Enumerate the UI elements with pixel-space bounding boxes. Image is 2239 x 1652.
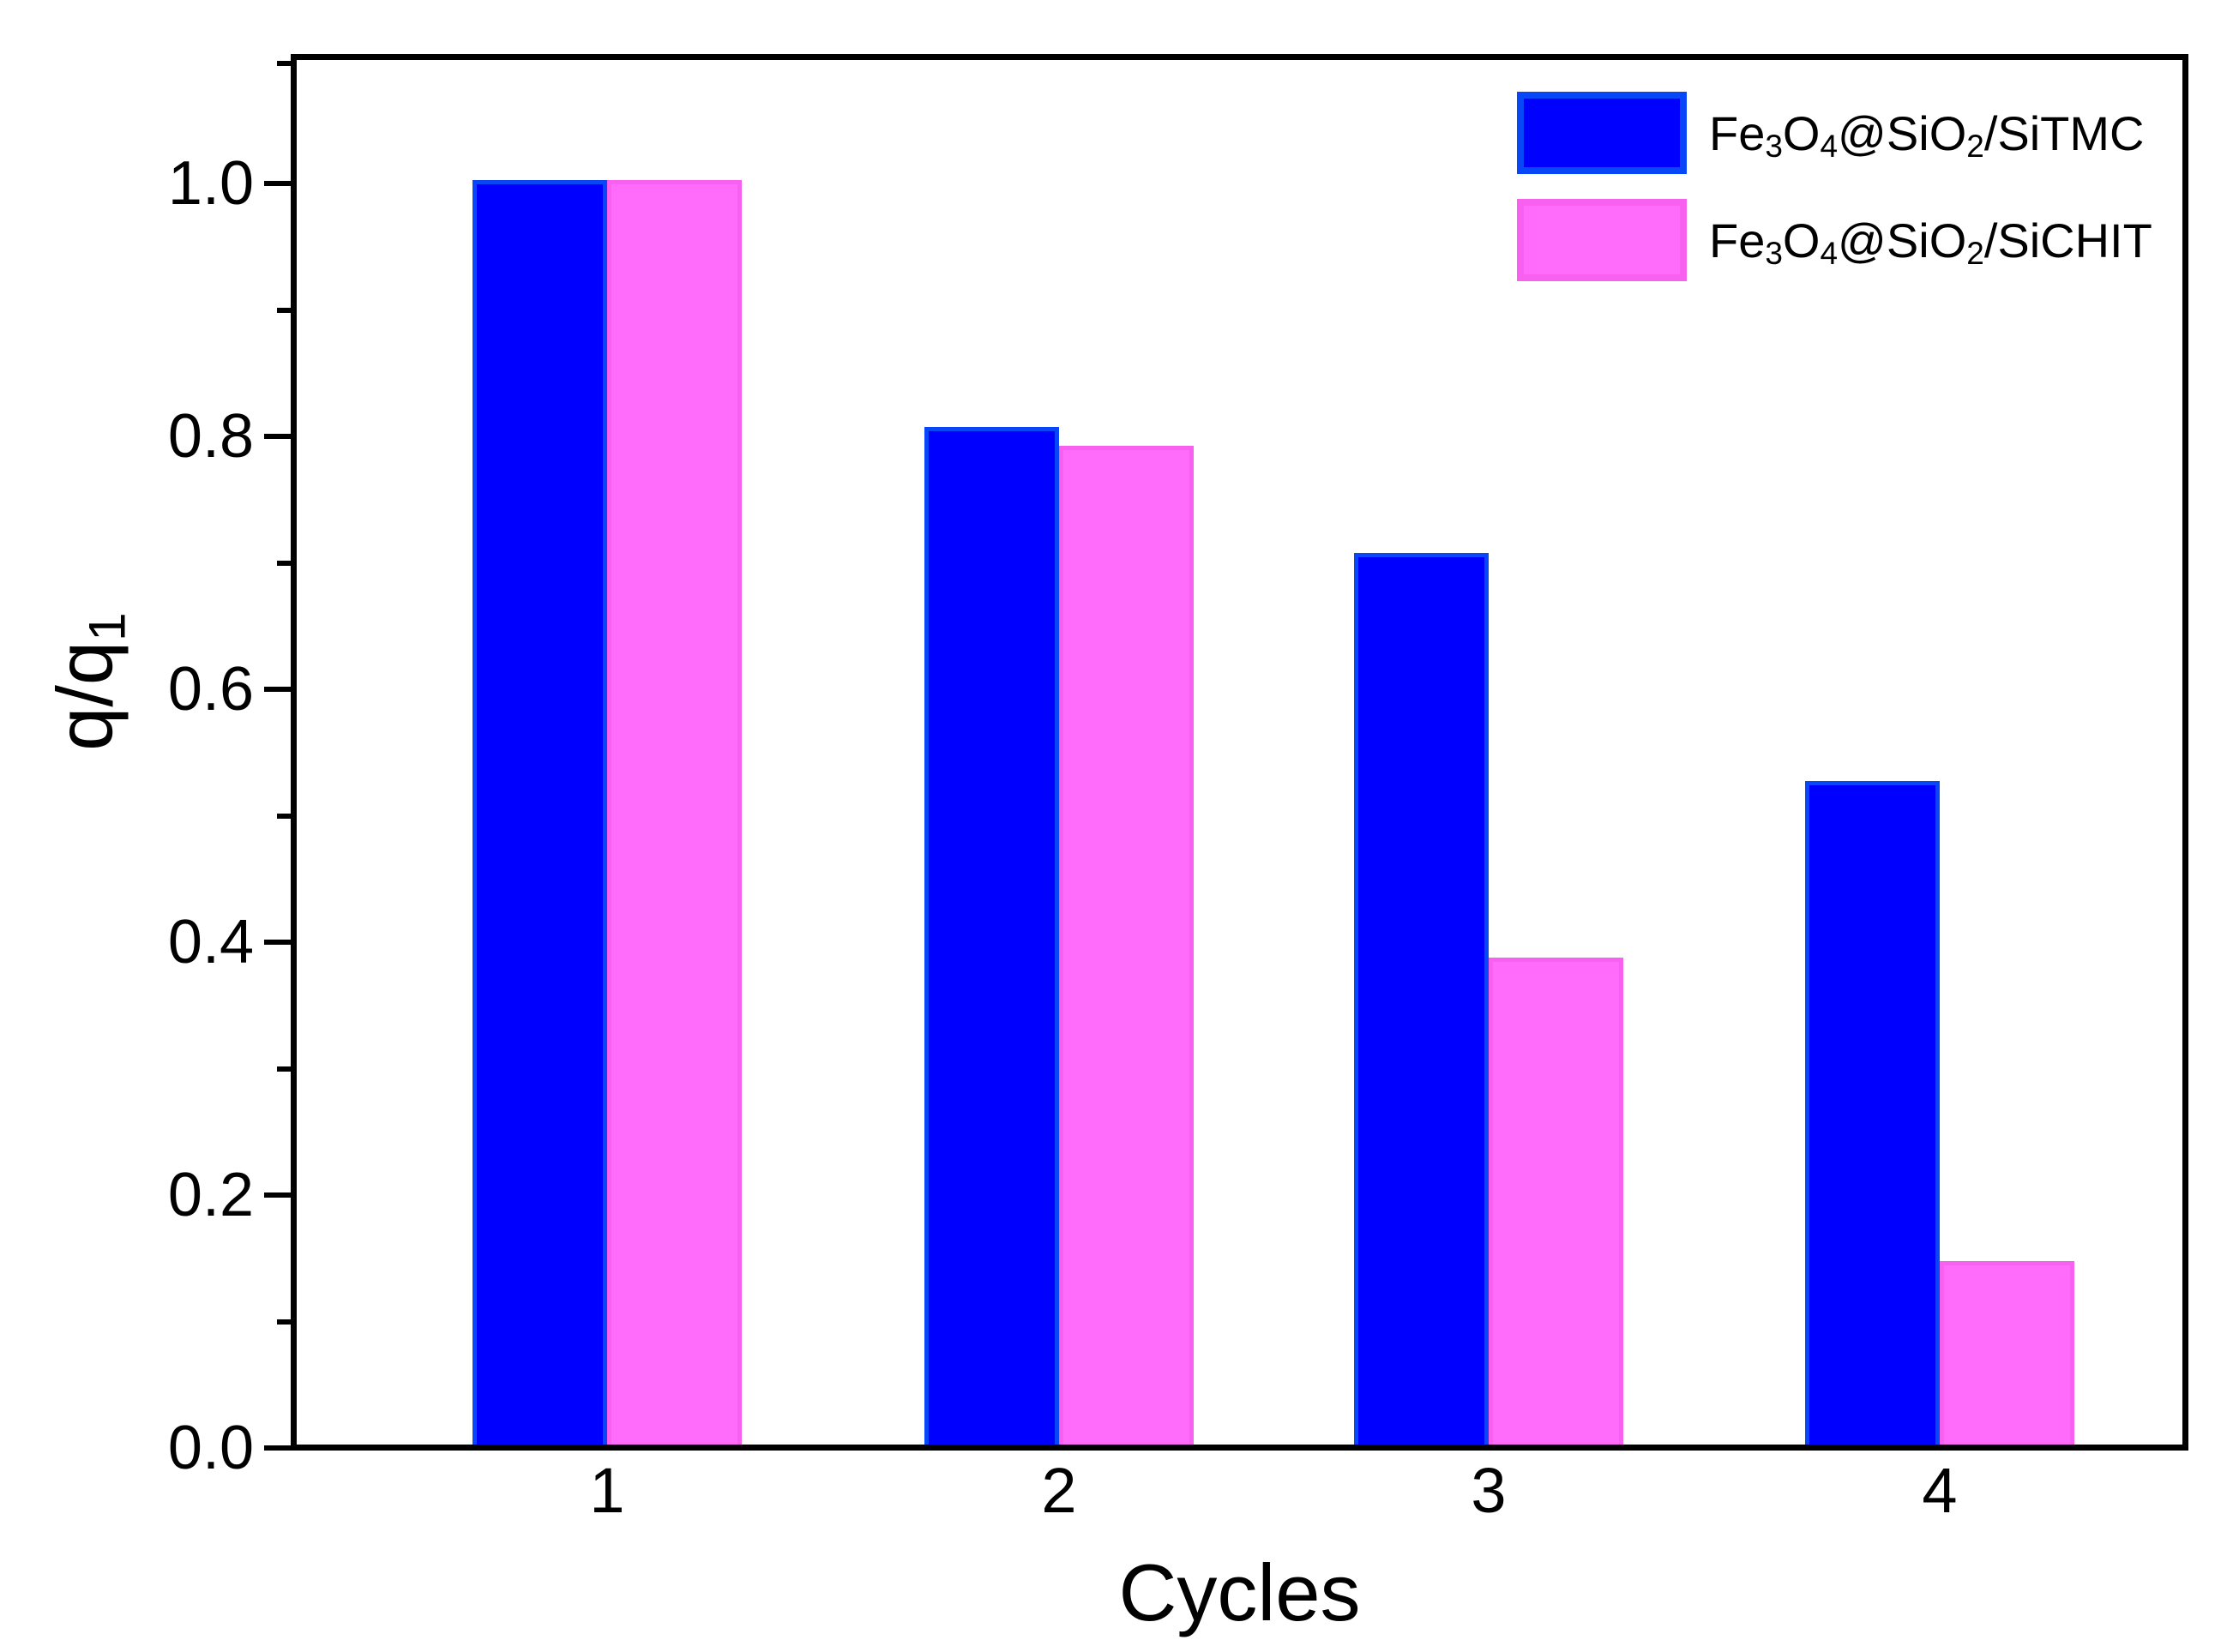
y-tick-label: 0.6 — [167, 655, 254, 724]
y-major-tick — [264, 1445, 291, 1451]
x-tick-label: 3 — [1471, 1455, 1507, 1526]
x-axis-title: Cycles — [1118, 1547, 1361, 1637]
legend: Fe3O4@SiO2/SiTMC Fe3O4@SiO2/SiCHIT — [1517, 92, 2152, 306]
y-tick-label: 0.4 — [167, 908, 254, 976]
bar-sitmc-cycle-1 — [472, 180, 607, 1445]
legend-swatch — [1517, 199, 1687, 281]
y-major-tick — [264, 940, 291, 945]
plot-frame — [291, 54, 2188, 1451]
y-tick-label: 0.8 — [167, 402, 254, 471]
bar-sichit-cycle-3 — [1489, 958, 1623, 1445]
y-major-tick — [264, 1192, 291, 1198]
y-tick-label: 0.0 — [167, 1414, 254, 1482]
y-major-tick — [264, 687, 291, 692]
x-tick-label: 2 — [1041, 1455, 1077, 1526]
legend-item: Fe3O4@SiO2/SiTMC — [1517, 92, 2152, 174]
legend-label: Fe3O4@SiO2/SiCHIT — [1709, 213, 2152, 272]
bar-sichit-cycle-4 — [1940, 1261, 2074, 1445]
legend-swatch — [1517, 92, 1687, 174]
x-tick-label: 1 — [589, 1455, 625, 1526]
y-major-tick — [264, 434, 291, 439]
bar-sitmc-cycle-4 — [1805, 781, 1940, 1445]
y-minor-tick — [277, 813, 291, 819]
bar-sitmc-cycle-3 — [1354, 553, 1489, 1445]
y-minor-tick — [277, 307, 291, 313]
bar-sichit-cycle-2 — [1059, 446, 1194, 1445]
bar-sitmc-cycle-2 — [924, 427, 1059, 1445]
x-tick-label: 4 — [1922, 1455, 1958, 1526]
y-tick-label: 0.2 — [167, 1161, 254, 1229]
y-minor-tick — [277, 60, 291, 66]
legend-item: Fe3O4@SiO2/SiCHIT — [1517, 199, 2152, 281]
y-minor-tick — [277, 1319, 291, 1325]
y-minor-tick — [277, 1066, 291, 1072]
y-tick-label: 1.0 — [167, 149, 254, 218]
bar-sichit-cycle-1 — [607, 180, 742, 1445]
y-major-tick — [264, 181, 291, 186]
y-minor-tick — [277, 560, 291, 566]
legend-label: Fe3O4@SiO2/SiTMC — [1709, 105, 2145, 165]
